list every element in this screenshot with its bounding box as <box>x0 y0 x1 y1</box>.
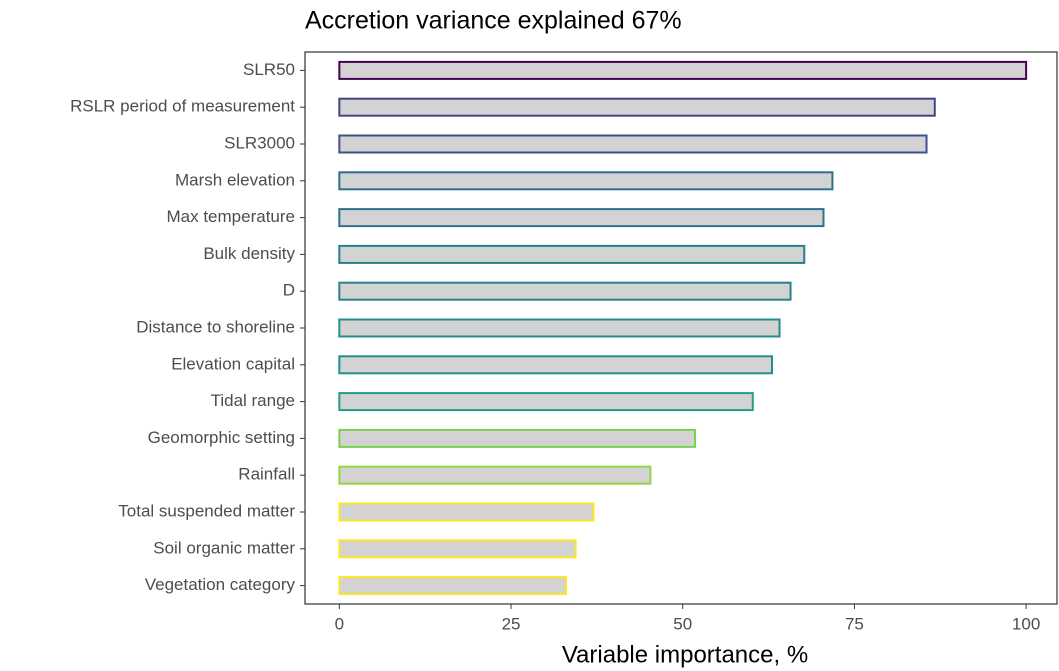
bar <box>338 208 825 228</box>
bar <box>338 60 1028 80</box>
y-tick-label: D <box>283 281 295 300</box>
y-tick-label: SLR3000 <box>224 133 295 152</box>
y-tick-label: SLR50 <box>243 60 295 79</box>
bar <box>338 502 595 522</box>
x-tick-label: 25 <box>502 614 521 633</box>
bar <box>338 97 936 117</box>
x-tick-label: 75 <box>845 614 864 633</box>
y-tick-label: Vegetation category <box>145 575 296 594</box>
y-tick-label: Tidal range <box>211 391 295 410</box>
y-tick-label: Geomorphic setting <box>148 428 295 447</box>
y-tick-label: Bulk density <box>203 244 295 263</box>
y-tick-label: Max temperature <box>167 207 296 226</box>
y-tick-label: Elevation capital <box>171 354 295 373</box>
bar <box>338 244 806 264</box>
y-tick-label: Total suspended matter <box>118 501 295 520</box>
chart-title: Accretion variance explained 67% <box>305 7 682 35</box>
bar <box>338 539 577 559</box>
y-tick-label: Distance to shoreline <box>136 317 295 336</box>
y-tick-label: RSLR period of measurement <box>70 97 295 116</box>
bar <box>338 428 697 448</box>
bar <box>338 392 754 412</box>
y-tick-label: Marsh elevation <box>175 170 295 189</box>
bar <box>338 465 652 485</box>
bar <box>338 576 567 596</box>
x-tick-label: 0 <box>335 614 344 633</box>
y-tick-label: Soil organic matter <box>153 538 295 557</box>
bar <box>338 134 928 154</box>
x-tick-label: 50 <box>673 614 692 633</box>
y-tick-label: Rainfall <box>238 465 295 484</box>
bar <box>338 355 773 375</box>
x-tick-label: 100 <box>1012 614 1040 633</box>
bar <box>338 318 781 338</box>
bar <box>338 171 834 191</box>
x-axis-title: Variable importance, % <box>562 641 808 668</box>
bar <box>338 281 792 301</box>
